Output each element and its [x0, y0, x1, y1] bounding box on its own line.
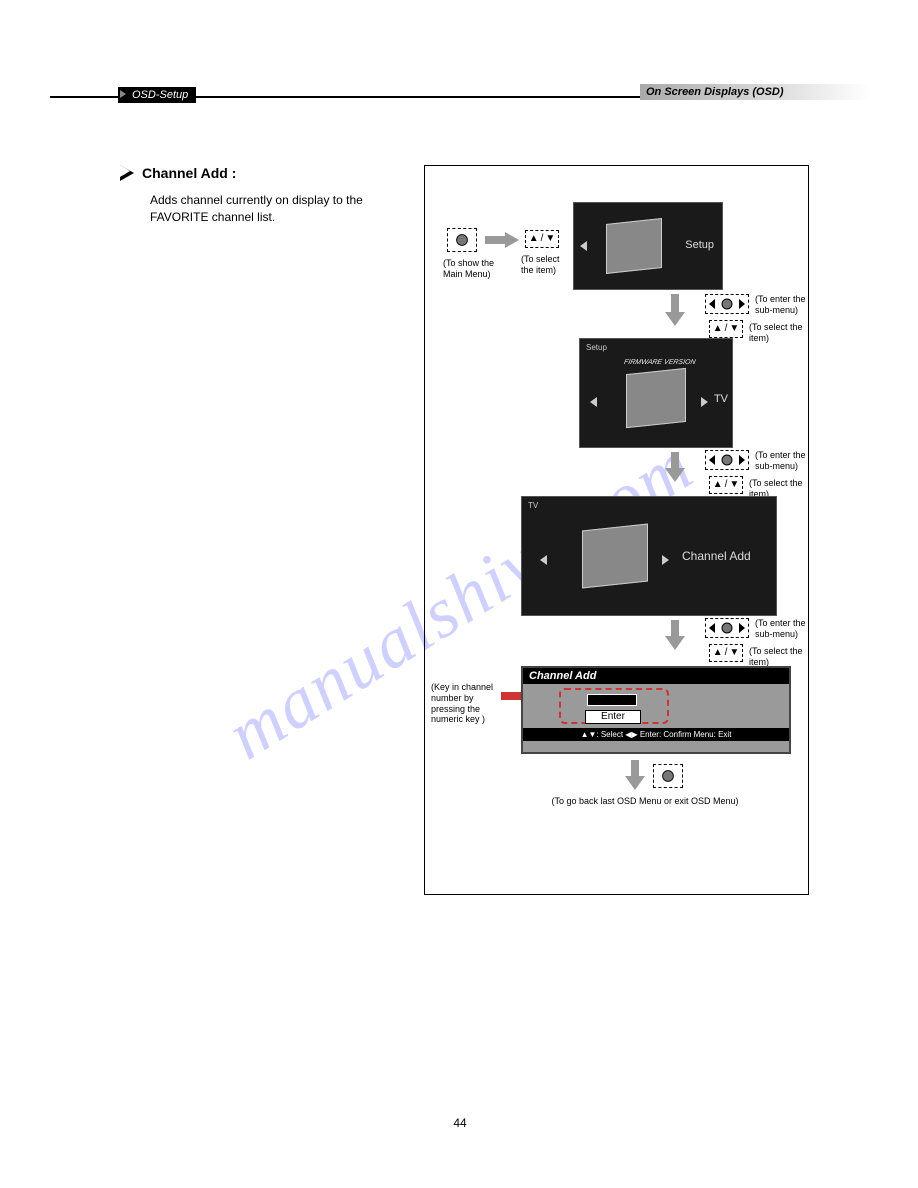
panel-title: Channel Add: [523, 668, 789, 684]
caption-enter-sub-1: (To enter the sub-menu): [755, 294, 810, 316]
left-right-key-icon: [705, 294, 749, 314]
header-right: On Screen Displays (OSD): [640, 84, 870, 100]
menu-key-icon-2: [653, 764, 683, 788]
caption-enter-sub-3: (To enter the sub-menu): [755, 618, 810, 640]
bullet-arrow-icon: [120, 165, 134, 181]
up-down-key-icon: ▲/▼: [525, 230, 559, 248]
caption-select-1: (To select the item): [521, 254, 571, 276]
arrow-down-icon-4: [625, 760, 645, 790]
up-down-key-icon-4: ▲/▼: [709, 644, 743, 662]
screen3-top: TV: [528, 501, 538, 510]
arrow-down-icon: [665, 294, 685, 326]
caption-key-in: (Key in channel number by pressing the n…: [431, 682, 501, 725]
screen1-label: Setup: [685, 239, 714, 251]
diagram-container: (To show the Main Menu) ▲/▼ (To select t…: [424, 165, 809, 895]
screen2-mid: FIRMWARE VERSION: [623, 359, 696, 366]
arrow-down-icon-2: [665, 452, 685, 482]
screenshot-firmware: Setup FIRMWARE VERSION TV: [579, 338, 733, 448]
section-description: Adds channel currently on display to the…: [150, 192, 390, 226]
enter-button[interactable]: Enter: [585, 710, 641, 724]
menu-key-icon: [447, 228, 477, 252]
screenshot-channel-add: TV Channel Add: [521, 496, 777, 616]
page-number: 44: [50, 1116, 870, 1130]
caption-enter-sub-2: (To enter the sub-menu): [755, 450, 810, 472]
screenshot-setup: Setup: [573, 202, 723, 290]
caption-select-4: (To select the item): [749, 646, 811, 668]
panel-footer: ▲▼: Select ◀▶ Enter: Confirm Menu: Exit: [523, 728, 789, 741]
left-right-key-icon-3: [705, 618, 749, 638]
caption-show-main: (To show the Main Menu): [443, 258, 497, 280]
screen2-side: TV: [714, 393, 728, 405]
channel-add-panel: Channel Add Enter ▲▼: Select ◀▶ Enter: C…: [521, 666, 791, 754]
arrow-right-icon: [485, 230, 519, 250]
up-down-key-icon-3: ▲/▼: [709, 476, 743, 494]
header-tab: OSD-Setup: [118, 87, 196, 103]
up-down-key-icon-2: ▲/▼: [709, 320, 743, 338]
left-right-key-icon-2: [705, 450, 749, 470]
caption-go-back: (To go back last OSD Menu or exit OSD Me…: [525, 796, 765, 807]
arrow-down-icon-3: [665, 620, 685, 650]
section-title: Channel Add :: [142, 165, 236, 181]
screen3-label: Channel Add: [682, 549, 751, 563]
caption-select-2: (To select the item): [749, 322, 811, 344]
screen2-top: Setup: [586, 343, 607, 352]
channel-number-input[interactable]: [587, 694, 637, 706]
